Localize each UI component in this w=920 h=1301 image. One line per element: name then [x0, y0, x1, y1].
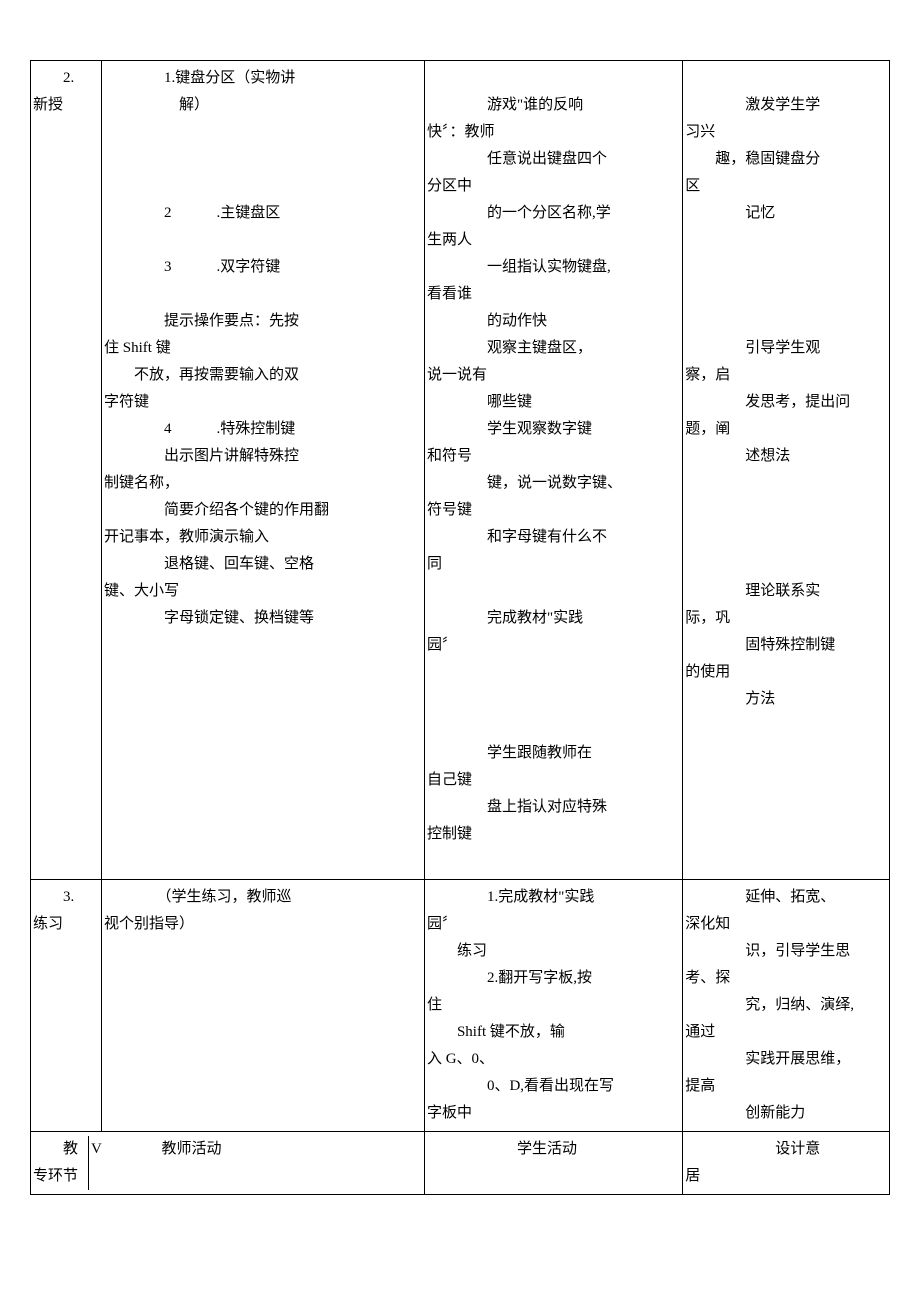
- stage-label: 练习: [33, 911, 99, 938]
- stage-number: 3.: [33, 884, 99, 911]
- teacher-activity-cell: （学生练习，教师巡 视个别指导）: [102, 880, 425, 1132]
- table-row-stage-3: 3. 练习 （学生练习，教师巡 视个别指导） 1.完成教材"实践 园〞 练习 2…: [31, 880, 890, 1132]
- stage-label: 新授: [33, 92, 99, 119]
- student-activity-cell: 游戏"谁的反响 快〞：教师 任意说出键盘四个 分区中 的一个分区名称,学 生两人…: [424, 61, 682, 880]
- teacher-activity-cell: 1.键盘分区（实物讲 解） 2 .主键盘区 3 .双字符键 提示操作要点：先按 …: [102, 61, 425, 880]
- table-header-row: 教 专环节 V 教师活动 学生活动 设计意 居: [31, 1132, 890, 1195]
- header-design-intent: 设计意 居: [683, 1132, 890, 1195]
- stage-number: 2.: [33, 65, 99, 92]
- lesson-plan-table: 2. 新授 1.键盘分区（实物讲 解） 2 .主键盘区 3 .双字符键 提示操作…: [30, 60, 890, 1195]
- stage-cell: 3. 练习: [31, 880, 102, 1132]
- table-row-stage-2: 2. 新授 1.键盘分区（实物讲 解） 2 .主键盘区 3 .双字符键 提示操作…: [31, 61, 890, 880]
- design-intent-cell: 延伸、拓宽、 深化知 识，引导学生思 考、探 究，归纳、演绎, 通过 实践开展思…: [683, 880, 890, 1132]
- student-activity-cell: 1.完成教材"实践 园〞 练习 2.翻开写字板,按 住 Shift 键不放，输 …: [424, 880, 682, 1132]
- header-student-activity: 学生活动: [424, 1132, 682, 1195]
- stage-cell: 2. 新授: [31, 61, 102, 880]
- header-teaching-stage: 教 专环节 V 教师活动: [31, 1132, 425, 1195]
- design-intent-cell: 激发学生学 习兴 趣，稳固键盘分 区 记忆 引导学生观 察，启 发思考，提出问 …: [683, 61, 890, 880]
